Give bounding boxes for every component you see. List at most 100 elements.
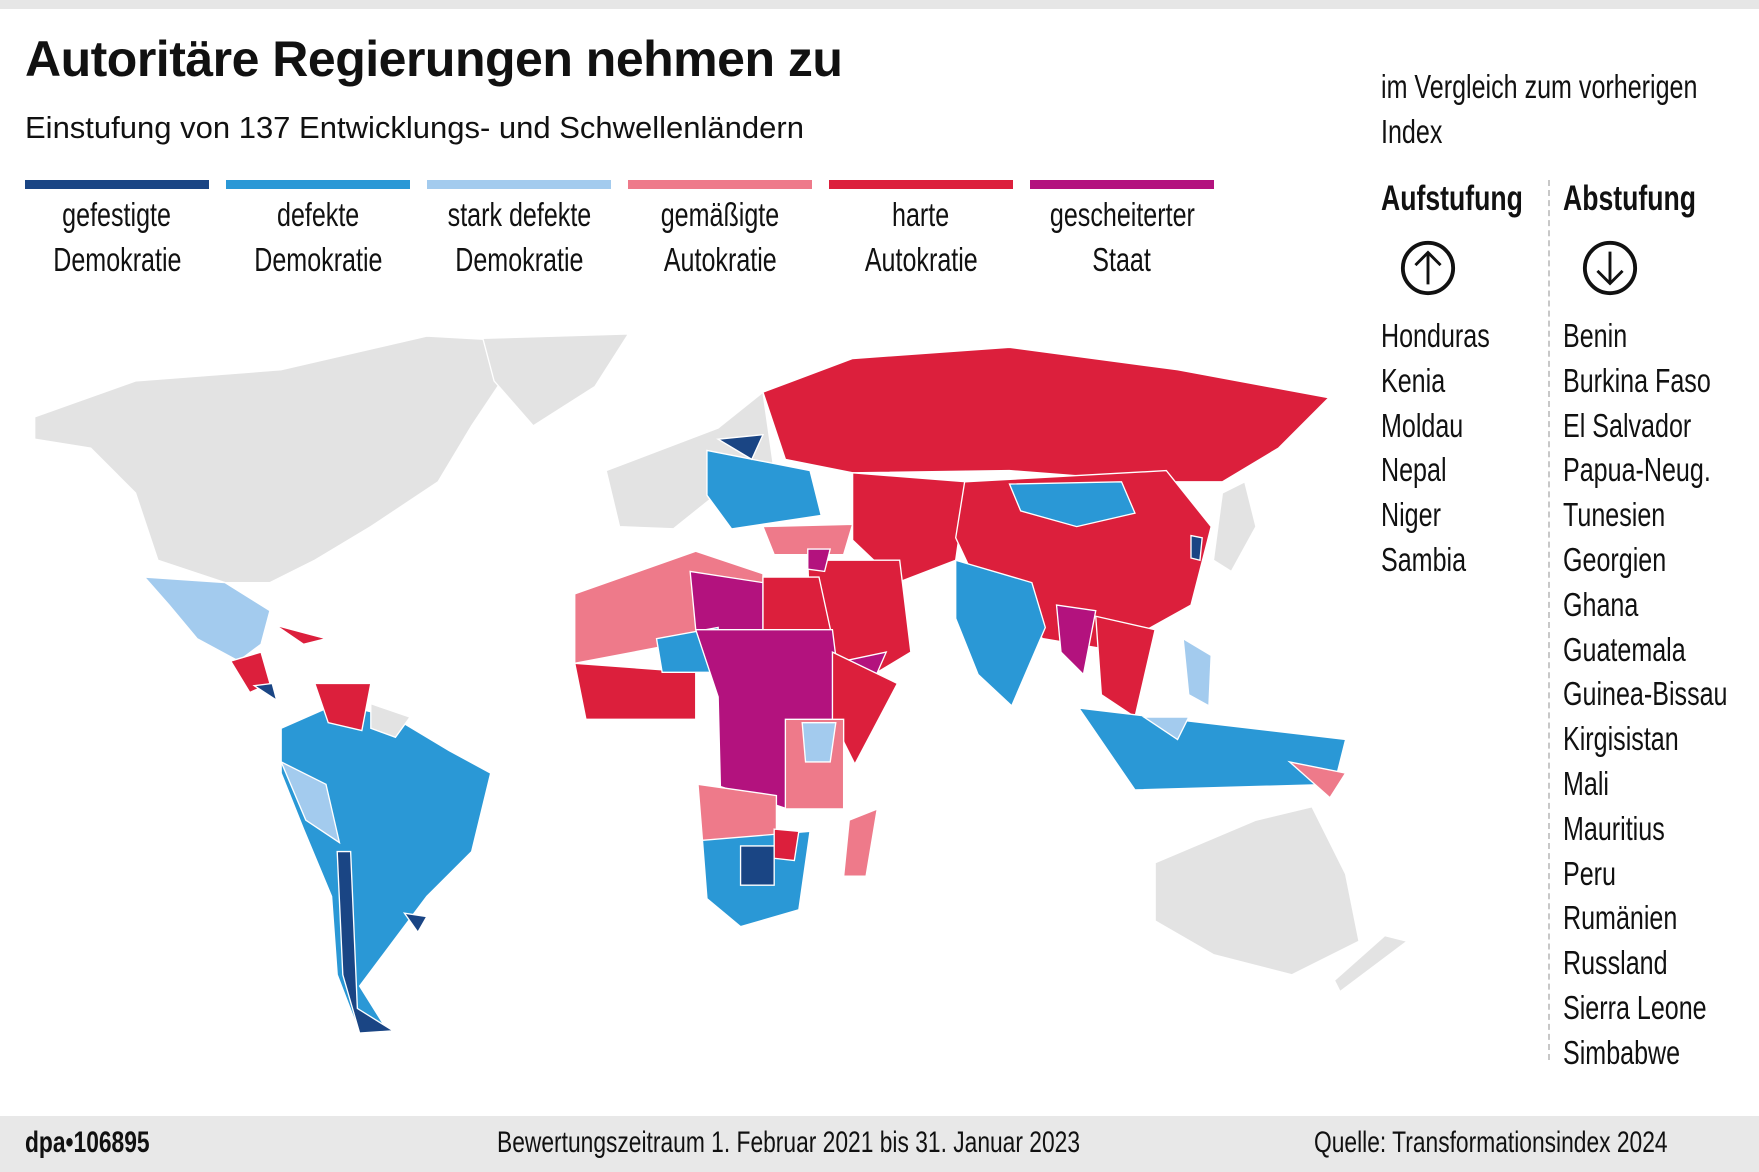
country-name: Kirgisistan [1563, 720, 1679, 758]
country-region-baltics [716, 433, 765, 461]
legend-swatch [427, 180, 611, 189]
legend-swatch [829, 180, 1013, 189]
country-name: Burkina Faso [1563, 361, 1711, 399]
country-region-eastern-europe [706, 449, 823, 530]
country-region-central-america-south [252, 682, 278, 702]
legend-label-line2: Demokratie [454, 241, 584, 278]
country-region-mongolia [1008, 481, 1136, 528]
country-list-item: Rumänien [1563, 896, 1759, 941]
country-list-item: Russland [1563, 941, 1759, 986]
country-region-korea [1190, 534, 1203, 562]
country-region-syria [807, 548, 832, 573]
country-region-papua-new-guinea [1287, 760, 1347, 799]
country-list-item: Niger [1381, 493, 1568, 538]
country-region-australia [1154, 805, 1360, 976]
country-region-southeast-asia [1095, 615, 1156, 719]
legend-item: harte Autokratie [829, 180, 1013, 278]
country-region-north-america [34, 335, 529, 584]
country-name: Honduras [1381, 317, 1490, 354]
country-list-item: Honduras [1381, 314, 1568, 359]
country-region-south-america [280, 702, 492, 1034]
country-name: Sierra Leone [1563, 988, 1707, 1026]
country-list-item: Guinea-Bissau [1563, 672, 1759, 717]
legend-label-line1: defekte [276, 196, 360, 233]
upgrade-list: Honduras Kenia Moldau Nepal Niger Sambia [1381, 314, 1568, 583]
country-name: Mali [1563, 764, 1609, 802]
country-region-madagascar [842, 807, 879, 877]
legend-swatch [226, 180, 410, 189]
country-list-item: Kenia [1381, 359, 1568, 404]
country-list-item: Mauritius [1563, 807, 1759, 852]
legend-swatch [25, 180, 209, 189]
downgrade-list: Benin Burkina Faso El Salvador Papua-Neug. T… [1563, 314, 1759, 1076]
country-list-item: Moldau [1381, 404, 1568, 449]
country-list-item: Sambia [1381, 538, 1568, 583]
legend-label-line2: Staat [1092, 241, 1152, 278]
upgrade-heading: Aufstufung [1381, 179, 1523, 218]
country-name: Benin [1563, 317, 1628, 354]
country-region-malaysia [1141, 716, 1190, 741]
page-subtitle: Einstufung von 137 Entwicklungs- und Sch… [25, 110, 804, 145]
downgrade-column: Abstufung Benin Burkina Faso El Salvador Pa… [1563, 176, 1759, 1076]
country-region-new-zealand [1333, 934, 1409, 993]
comparison-note-line2: Index [1381, 113, 1443, 150]
legend-label-line2: Autokratie [864, 241, 978, 278]
country-name: Niger [1381, 496, 1441, 534]
comparison-note-line1: im Vergleich zum vorherigen [1381, 68, 1698, 105]
upgrade-column: Aufstufung Honduras Kenia Moldau Nepal Niger… [1381, 176, 1568, 583]
country-list-item: Ghana [1563, 583, 1759, 628]
country-list-item: Papua-Neug. [1563, 448, 1759, 493]
country-name: Guatemala [1563, 630, 1686, 668]
country-name: El Salvador [1563, 406, 1692, 444]
country-region-indonesia [1077, 707, 1347, 791]
country-list-item: Burkina Faso [1563, 359, 1759, 404]
legend-label-line1: gescheiterter [1049, 196, 1195, 233]
country-region-philippines [1182, 637, 1212, 708]
legend-item: stark defekte Demokratie [427, 180, 611, 278]
country-region-mexico [142, 576, 271, 662]
page-title: Autoritäre Regierungen nehmen zu [25, 31, 843, 87]
country-region-cuba [275, 624, 329, 645]
country-name: Ghana [1563, 585, 1639, 623]
evaluation-period: Bewertungszeitraum 1. Februar 2021 bis 3… [497, 1126, 1081, 1159]
legend-label-line2: Autokratie [663, 241, 777, 278]
downgrade-heading: Abstufung [1563, 179, 1696, 218]
country-region-chile [336, 850, 396, 1034]
country-region-peru [279, 760, 341, 845]
legend-item: defekte Demokratie [226, 180, 410, 278]
country-region-uruguay [402, 912, 428, 934]
country-list-item: Peru [1563, 852, 1759, 897]
legend-label-line1: gemäßigte [660, 196, 780, 233]
country-region-zimbabwe [773, 828, 800, 862]
country-name: Rumänien [1563, 899, 1678, 937]
country-region-central-asia [851, 472, 968, 584]
country-list-item: Kirgisistan [1563, 717, 1759, 762]
country-name: Nepal [1381, 451, 1447, 489]
country-region-greenland [481, 333, 630, 427]
country-name: Guinea-Bissau [1563, 675, 1728, 713]
legend-label-line1: stark defekte [447, 196, 591, 233]
comparison-note: im Vergleich zum vorherigen Index [1381, 64, 1759, 154]
top-band [0, 0, 1759, 9]
country-region-japan [1212, 480, 1257, 573]
country-list-item: Mali [1563, 762, 1759, 807]
country-region-myanmar [1055, 604, 1097, 676]
country-region-guyana [370, 702, 412, 739]
legend-swatch [628, 180, 812, 189]
country-name: Sambia [1381, 540, 1467, 578]
country-name: Peru [1563, 854, 1616, 892]
country-name: Tunesien [1563, 496, 1666, 534]
country-region-india [955, 559, 1047, 708]
country-list-item: Benin [1563, 314, 1759, 359]
country-region-west-africa [573, 662, 697, 721]
country-region-russia [762, 346, 1331, 483]
country-region-turkey [761, 523, 854, 556]
country-name: Russland [1563, 944, 1668, 982]
country-region-horn-of-africa [831, 651, 899, 766]
country-name: Papua-Neug. [1563, 451, 1711, 489]
country-name: Kenia [1381, 361, 1446, 399]
legend-label-line2: Demokratie [253, 241, 383, 278]
country-region-kenya [801, 722, 837, 763]
country-list-item: Sierra Leone [1563, 986, 1759, 1031]
